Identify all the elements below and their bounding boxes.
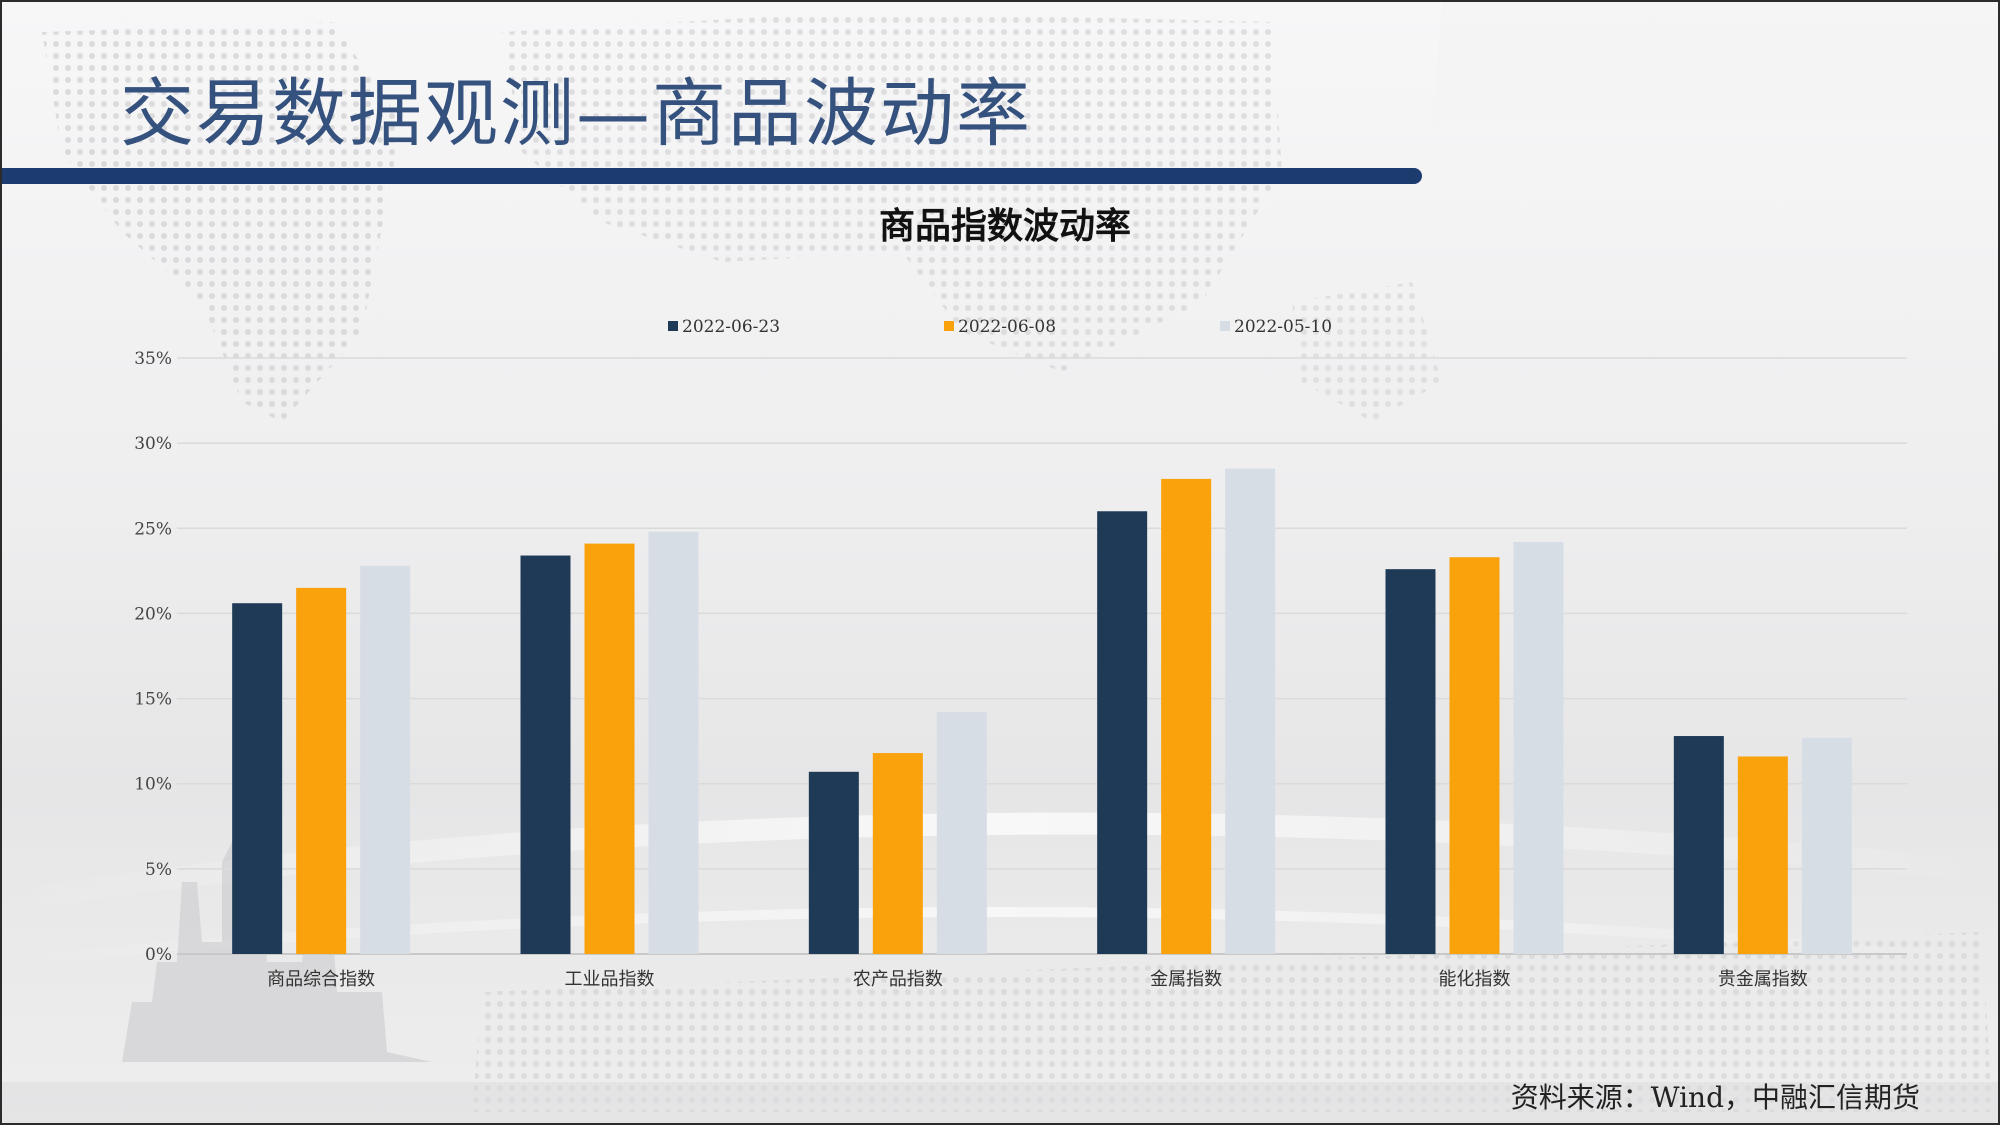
legend-swatch-2022-06-08 <box>944 321 954 331</box>
bar-2022-06-08-4 <box>1449 557 1500 954</box>
bar-2022-06-23-4 <box>1385 569 1436 954</box>
chart-bars <box>232 468 1852 954</box>
bar-2022-06-08-2 <box>872 753 923 954</box>
bar-2022-05-10-5 <box>1801 737 1852 954</box>
x-tick-label: 能化指数 <box>1439 969 1511 990</box>
bar-2022-06-08-0 <box>296 587 347 954</box>
legend-label-2022-06-08: 2022-06-08 <box>958 317 1056 337</box>
legend-swatch-2022-05-10 <box>1220 321 1230 331</box>
slide-title: 交易数据观测—商品波动率 <box>120 71 1032 157</box>
x-tick-label: 农产品指数 <box>853 969 943 990</box>
x-tick-label: 商品综合指数 <box>267 969 375 990</box>
y-tick-label: 25% <box>134 519 172 539</box>
bar-2022-06-08-1 <box>584 543 635 954</box>
y-tick-label: 20% <box>134 604 172 624</box>
bar-2022-06-08-3 <box>1161 478 1212 954</box>
chart-legend: 2022-06-23 2022-06-08 2022-05-10 <box>668 317 1332 337</box>
bar-2022-05-10-4 <box>1513 541 1564 954</box>
bar-2022-05-10-2 <box>936 712 987 954</box>
x-tick-label: 金属指数 <box>1150 969 1222 990</box>
y-tick-label: 10% <box>134 775 172 795</box>
y-tick-label: 15% <box>134 690 172 710</box>
title-underline-bar <box>2 168 1422 184</box>
x-tick-label: 贵金属指数 <box>1718 969 1808 990</box>
bar-2022-06-08-5 <box>1737 756 1788 954</box>
x-axis-ticks: 商品综合指数 工业品指数 农产品指数 金属指数 能化指数 贵金属指数 <box>267 969 1808 990</box>
bar-2022-06-23-5 <box>1673 736 1724 954</box>
legend-label-2022-06-23: 2022-06-23 <box>682 317 780 337</box>
y-tick-label: 30% <box>134 434 172 454</box>
bar-2022-06-23-0 <box>232 603 283 954</box>
x-tick-label: 工业品指数 <box>565 969 655 990</box>
bar-2022-05-10-1 <box>648 531 699 954</box>
data-source-note: 资料来源：Wind，中融汇信期货 <box>1510 1081 1920 1114</box>
bar-2022-05-10-0 <box>360 565 411 954</box>
chart-title: 商品指数波动率 <box>879 206 1131 247</box>
bar-2022-06-23-2 <box>808 771 859 954</box>
legend-label-2022-05-10: 2022-05-10 <box>1234 317 1332 337</box>
legend-swatch-2022-06-23 <box>668 321 678 331</box>
y-axis-ticks: 0% 5% 10% 15% 20% 25% 30% 35% <box>134 349 172 965</box>
y-tick-label: 35% <box>134 349 172 369</box>
bar-2022-06-23-1 <box>520 555 571 954</box>
y-tick-label: 0% <box>145 945 172 965</box>
bar-2022-05-10-3 <box>1225 468 1276 954</box>
y-tick-label: 5% <box>145 860 172 880</box>
chart-gridlines <box>177 357 1907 955</box>
bar-2022-06-23-3 <box>1097 511 1148 954</box>
